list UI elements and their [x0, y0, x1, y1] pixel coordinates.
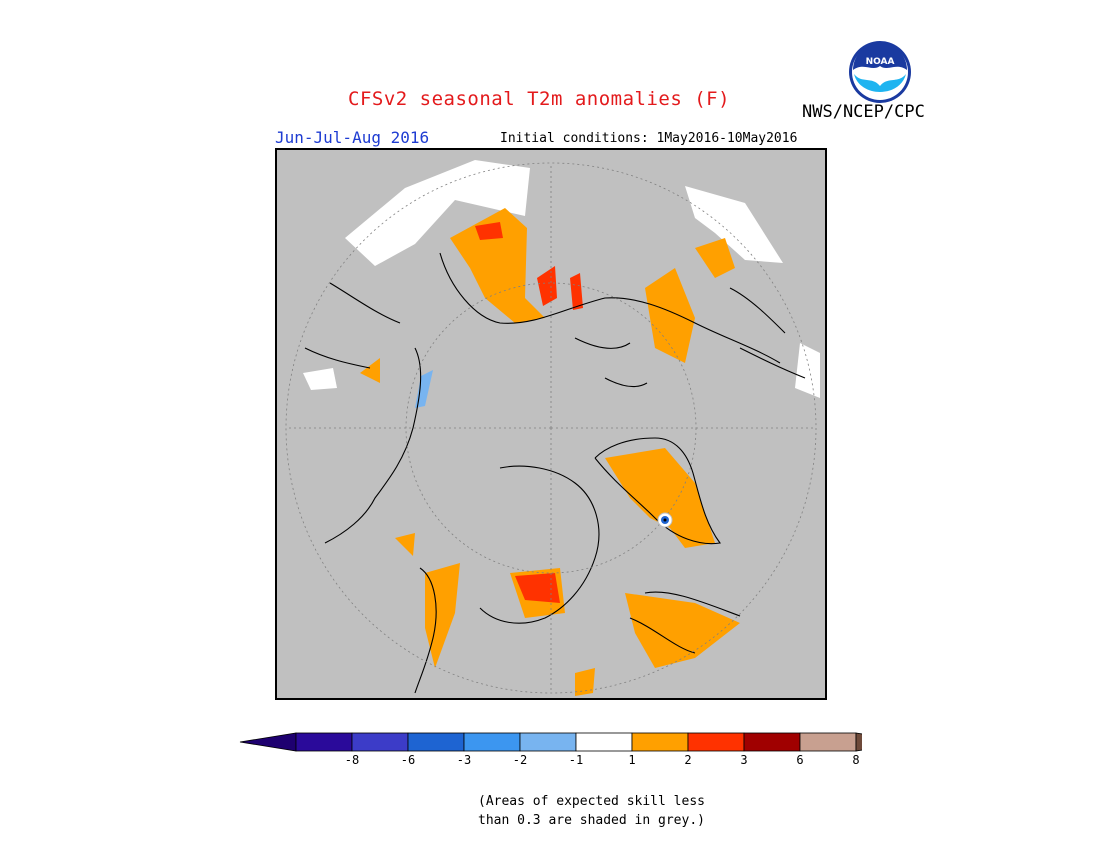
colorbar-tick-label: 1	[628, 753, 636, 767]
colorbar-tick-label: -2	[512, 753, 528, 767]
cool-anomaly-regions	[415, 370, 433, 408]
colorbar-tick-label: -1	[568, 753, 584, 767]
colorbar-tick-label: 2	[684, 753, 692, 767]
skill-note-line-1: (Areas of expected skill less	[478, 794, 705, 809]
colorbar-bin	[631, 732, 689, 752]
colorbar-tick-label: 6	[796, 753, 804, 767]
colorbar-tick-label: -8	[344, 753, 360, 767]
map-frame	[275, 148, 827, 700]
color-scale-bar	[239, 732, 862, 752]
colorbar-bin	[351, 732, 409, 752]
colorbar-bin	[519, 732, 577, 752]
graticule	[285, 162, 817, 694]
colorbar-tick-label: 3	[740, 753, 748, 767]
north-pole-marker	[657, 512, 673, 528]
coastlines	[304, 252, 806, 694]
low-skill-arc	[303, 160, 820, 398]
colorbar-tick-label: -6	[400, 753, 416, 767]
noaa-logo-text: NOAA	[866, 57, 895, 67]
colorbar-high-end	[855, 732, 862, 752]
noaa-logo-icon: NOAA	[849, 41, 911, 103]
colorbar-bin	[743, 732, 801, 752]
skill-note: (Areas of expected skill less than 0.3 a…	[478, 792, 705, 830]
colorbar-bin	[463, 732, 521, 752]
colorbar-bin	[575, 732, 633, 752]
warm-anomaly-regions	[360, 208, 740, 696]
colorbar-bin	[799, 732, 857, 752]
colorbar-bin	[687, 732, 745, 752]
colorbar-tick-label: -3	[456, 753, 472, 767]
agency-label: NWS/NCEP/CPC	[802, 102, 925, 122]
initial-conditions-label: Initial conditions: 1May2016-10May2016	[500, 131, 798, 146]
colorbar-low-end	[239, 732, 297, 752]
colorbar-bin	[407, 732, 465, 752]
colorbar-bin	[295, 732, 353, 752]
season-label: Jun-Jul-Aug 2016	[275, 128, 430, 147]
colorbar-tick-label: 8	[852, 753, 860, 767]
page-title: CFSv2 seasonal T2m anomalies (F)	[348, 88, 731, 110]
strong-warm-anomaly-regions	[475, 222, 583, 603]
skill-note-line-2: than 0.3 are shaded in grey.)	[478, 813, 705, 828]
anomaly-map	[275, 148, 827, 700]
